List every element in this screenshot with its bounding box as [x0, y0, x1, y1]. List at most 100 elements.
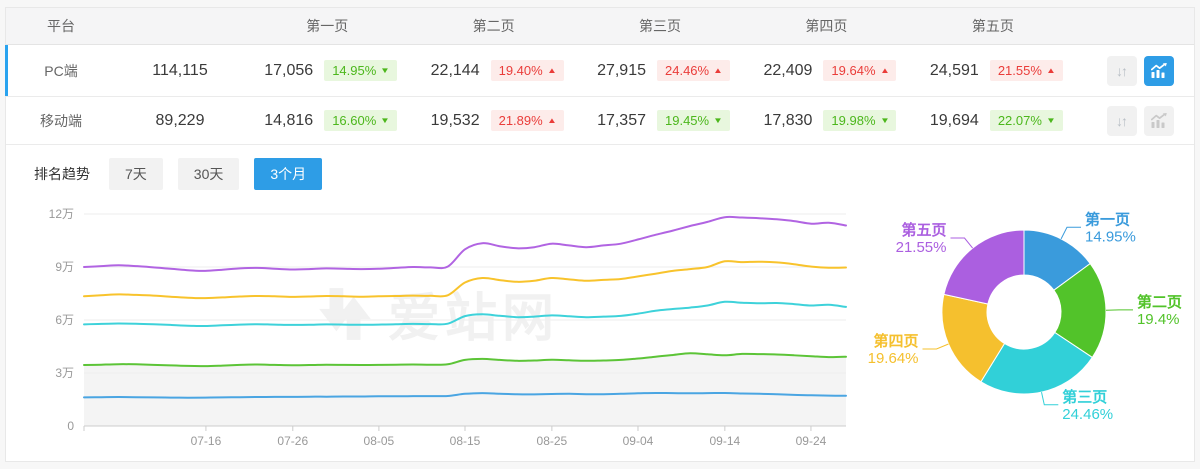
donut-label-line — [922, 343, 949, 350]
series-line-1 — [83, 391, 847, 399]
page-4-change-badge: 19.98% — [823, 110, 897, 131]
page-2-cell: 19,532 21.89% — [410, 97, 576, 144]
series-line-5 — [83, 215, 847, 272]
page-4-change-badge: 19.64% — [823, 60, 897, 81]
page-3-change-badge: 24.46% — [657, 60, 731, 81]
trend-controls: 排名趋势 7天 30天 3个月 — [6, 145, 1194, 192]
header-actions — [1076, 8, 1194, 44]
header-page-3: 第三页 — [639, 18, 682, 34]
area-fill — [84, 353, 846, 426]
page-3-cell: 27,915 24.46% — [577, 45, 743, 96]
y-axis-label: 9万 — [55, 260, 74, 274]
header-page-5: 第五页 — [971, 18, 1014, 34]
series-line-4 — [83, 260, 847, 300]
total-words-value: 114,115 — [152, 61, 208, 79]
donut-slice-2 — [1053, 262, 1107, 359]
page-3-value: 27,915 — [597, 61, 646, 79]
rank-table: 平台 第一页 第二页 第三页 第四页 第五页 PC端 114,115 17,05… — [5, 8, 1194, 145]
donut-label-percent: 21.55% — [896, 239, 947, 256]
page-2-value: 19,532 — [430, 111, 480, 129]
y-axis-label: 12万 — [49, 207, 74, 221]
page-4-cell: 17,830 19.98% — [743, 97, 909, 144]
range-button-3m[interactable]: 3个月 — [254, 158, 323, 190]
trend-line-chart: 爱站网 07-16 07-26 08-05 08-15 08-25 09-04 09-14 0… — [14, 194, 862, 468]
range-button-7d[interactable]: 7天 — [109, 158, 163, 190]
series-line-3 — [83, 300, 847, 328]
aizhan-logo-icon — [319, 287, 371, 340]
trend-chart-icon — [1151, 113, 1167, 128]
trend-section-title: 排名趋势 — [34, 166, 90, 182]
page-1-change-badge: 14.95% — [324, 60, 398, 81]
watermark-text: 爱站网 — [388, 290, 560, 348]
page-2-value: 22,144 — [430, 61, 480, 79]
page-5-value: 19,694 — [929, 111, 979, 129]
page-2-change-badge: 21.89% — [490, 110, 564, 131]
table-row-pc[interactable]: PC端 114,115 17,056 14.95% 22,144 19.40% … — [5, 45, 1194, 97]
page-4-value: 17,830 — [763, 111, 813, 129]
header-page-2: 第二页 — [472, 18, 515, 34]
trend-chart-button[interactable] — [1144, 55, 1175, 86]
y-axis-label: 6万 — [55, 313, 74, 327]
header-page-4: 第四页 — [805, 18, 848, 34]
range-button-30d[interactable]: 30天 — [177, 158, 240, 190]
header-total-words — [116, 8, 244, 44]
donut-label-line — [950, 237, 973, 249]
x-axis-label: 08-25 — [537, 434, 568, 448]
total-words-value: 89,229 — [155, 111, 205, 129]
page-4-value: 22,409 — [763, 61, 813, 79]
sort-button[interactable]: ↓↑ — [1107, 105, 1138, 136]
row-actions: ↓↑ — [1076, 45, 1194, 96]
donut-label-name: 第四页 — [873, 332, 918, 350]
aizhan-watermark: 爱站网 — [314, 276, 559, 351]
page-4-cell: 22,409 19.64% — [743, 45, 909, 96]
donut-label-percent: 19.64% — [868, 350, 919, 367]
page-1-cell: 17,056 14.95% — [244, 45, 410, 96]
sort-arrows-icon: ↓↑ — [1116, 62, 1128, 79]
header-page-1: 第一页 — [306, 18, 349, 34]
page-3-change-badge: 19.45% — [657, 110, 731, 131]
trend-chart-button[interactable] — [1144, 105, 1175, 136]
donut-slice-3 — [980, 331, 1093, 395]
x-axis-label: 09-24 — [796, 434, 827, 448]
page-5-cell: 24,591 21.55% — [910, 45, 1076, 96]
page-5-value: 24,591 — [929, 61, 979, 79]
x-axis-label: 08-15 — [450, 434, 481, 448]
donut-label-name: 第三页 — [1062, 388, 1107, 406]
y-axis-label: 3万 — [55, 366, 74, 380]
page-1-change-badge: 16.60% — [324, 110, 398, 131]
y-axis-label: 0 — [67, 419, 74, 433]
donut-label-line — [1060, 226, 1081, 240]
donut-label-percent: 19.4% — [1137, 311, 1180, 328]
donut-label-name: 第一页 — [1085, 210, 1130, 228]
donut-label-percent: 24.46% — [1062, 406, 1113, 423]
x-axis-label: 07-26 — [277, 434, 308, 448]
line-chart-svg: 07-16 07-26 08-05 08-15 08-25 09-04 09-14 09-24… — [49, 207, 847, 448]
platform-label: PC端 — [44, 62, 78, 79]
x-axis-label: 09-04 — [623, 434, 654, 448]
page-1-value: 17,056 — [264, 61, 314, 79]
page-5-cell: 19,694 22.07% — [910, 97, 1076, 144]
keyword-rank-panel: 平台 第一页 第二页 第三页 第四页 第五页 PC端 114,115 17,05… — [5, 7, 1195, 462]
x-axis-label: 07-16 — [191, 434, 222, 448]
series-line-2 — [83, 352, 847, 368]
donut-label-name: 第二页 — [1137, 293, 1182, 311]
donut-slice-5 — [943, 229, 1025, 305]
page-share-donut-chart: 第一页 14.95% 第二页 19.4% 第三页 24.46% 第四页 19.64% 第五页 21… — [862, 196, 1200, 462]
charts-row: 爱站网 07-16 07-26 08-05 08-15 08-25 09-04 09-14 0… — [6, 192, 1194, 468]
page-1-cell: 14,816 16.60% — [244, 97, 410, 144]
page-5-change-badge: 22.07% — [989, 110, 1063, 131]
table-row-mobile[interactable]: 移动端 89,229 14,816 16.60% 19,532 21.89% 1… — [6, 97, 1194, 145]
page-3-value: 17,357 — [597, 111, 646, 129]
page-2-change-badge: 19.40% — [490, 60, 564, 81]
header-platform: 平台 — [47, 18, 75, 34]
donut-label-name: 第五页 — [901, 221, 946, 239]
sort-button[interactable]: ↓↑ — [1107, 55, 1138, 86]
page-1-value: 14,816 — [264, 111, 314, 129]
donut-label-line — [1041, 391, 1059, 406]
x-axis-label: 09-14 — [709, 434, 740, 448]
page-3-cell: 17,357 19.45% — [577, 97, 743, 144]
donut-label-percent: 14.95% — [1085, 228, 1136, 245]
trend-chart-icon — [1151, 63, 1167, 78]
platform-label: 移动端 — [40, 112, 82, 129]
